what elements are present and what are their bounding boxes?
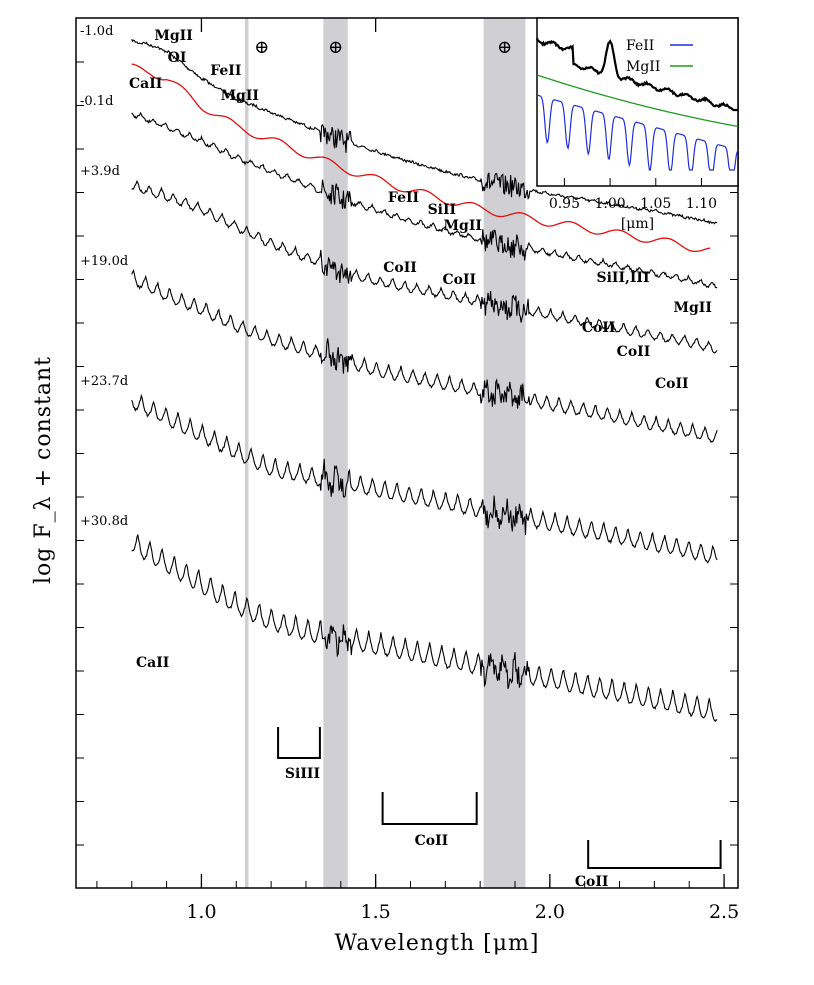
xtick-label-0: 1.0 <box>186 901 216 923</box>
line-id-5: FeII <box>388 190 419 206</box>
line-id-12: CoII <box>617 344 651 360</box>
inset-xtick-label-3: 1.10 <box>686 196 717 212</box>
spectrum-1 <box>131 111 718 289</box>
phase-label-4: +23.7d <box>80 374 128 389</box>
line-brackets <box>277 727 722 869</box>
line-id-14: MgII <box>674 300 712 316</box>
spectra-group: -1.0d -0.1d +3.9d +19.0d +23.7d +30.8d <box>80 24 718 723</box>
y-axis-label: log F_λ + constant <box>31 356 56 584</box>
line-id-6: SiII <box>428 202 457 218</box>
inset-x-axis-label: [μm] <box>621 216 654 232</box>
xtick-label-3: 2.5 <box>709 901 739 923</box>
axis-ticks: 1.0 1.5 2.0 2.5 <box>76 18 739 923</box>
line-id-10: SiII,III <box>596 270 649 286</box>
inset-data-spectrum <box>535 37 738 112</box>
phase-label-5: +30.8d <box>80 514 128 529</box>
inset-mgii-model <box>536 74 739 128</box>
line-id-17: CoII <box>415 833 449 849</box>
line-id-3: FeII <box>210 63 241 79</box>
phase-label-2: +3.9d <box>80 164 120 179</box>
bracket-1 <box>381 792 478 825</box>
line-id-7: MgII <box>444 218 482 234</box>
line-id-4: MgII <box>221 88 259 104</box>
telluric-symbol-2: ⊕ <box>497 37 512 58</box>
line-id-0: CaII <box>129 76 162 92</box>
line-id-16: SiIII <box>285 766 320 782</box>
xtick-label-1: 1.5 <box>361 901 391 923</box>
line-id-13: CoII <box>655 376 689 392</box>
xtick-label-2: 2.0 <box>535 901 565 923</box>
bracket-2 <box>587 840 722 869</box>
inset-legend-label-1: MgII <box>626 59 660 75</box>
telluric-symbol-0: ⊕ <box>254 37 269 58</box>
phase-label-0: -1.0d <box>80 24 113 39</box>
inset-xtick-label-2: 1.05 <box>640 196 671 212</box>
telluric-band-1 <box>323 18 348 888</box>
phase-label-3: +19.0d <box>80 254 128 269</box>
spectrum-3 <box>131 268 718 443</box>
x-axis-label: Wavelength [μm] <box>335 931 540 956</box>
inset-legend-label-0: FeII <box>626 38 654 54</box>
inset-xtick-label-1: 1.00 <box>595 196 626 212</box>
line-id-8: CoII <box>383 260 417 276</box>
phase-label-1: -0.1d <box>80 94 113 109</box>
spectrum-4 <box>131 393 718 564</box>
line-id-11: CoII <box>582 320 616 336</box>
spectrum-0 <box>131 38 718 225</box>
line-id-15: CaII <box>136 655 169 671</box>
inset-panel: FeII MgII 0.95 1.00 1.05 1.10 [μm] <box>535 17 739 232</box>
model-spectrum <box>131 63 711 253</box>
telluric-band-2 <box>483 18 526 888</box>
spectrum-2 <box>131 179 718 354</box>
line-id-9: CoII <box>442 272 476 288</box>
telluric-band-0 <box>244 18 249 888</box>
spectrum-5 <box>131 534 718 723</box>
line-id-2: OI <box>168 50 187 66</box>
telluric-symbol-1: ⊕ <box>328 37 343 58</box>
line-id-1: MgII <box>154 28 192 44</box>
inset-feii-model <box>536 94 739 171</box>
bracket-0 <box>277 727 321 759</box>
line-id-last: CoII <box>575 874 609 890</box>
inset-xtick-label-0: 0.95 <box>549 196 580 212</box>
